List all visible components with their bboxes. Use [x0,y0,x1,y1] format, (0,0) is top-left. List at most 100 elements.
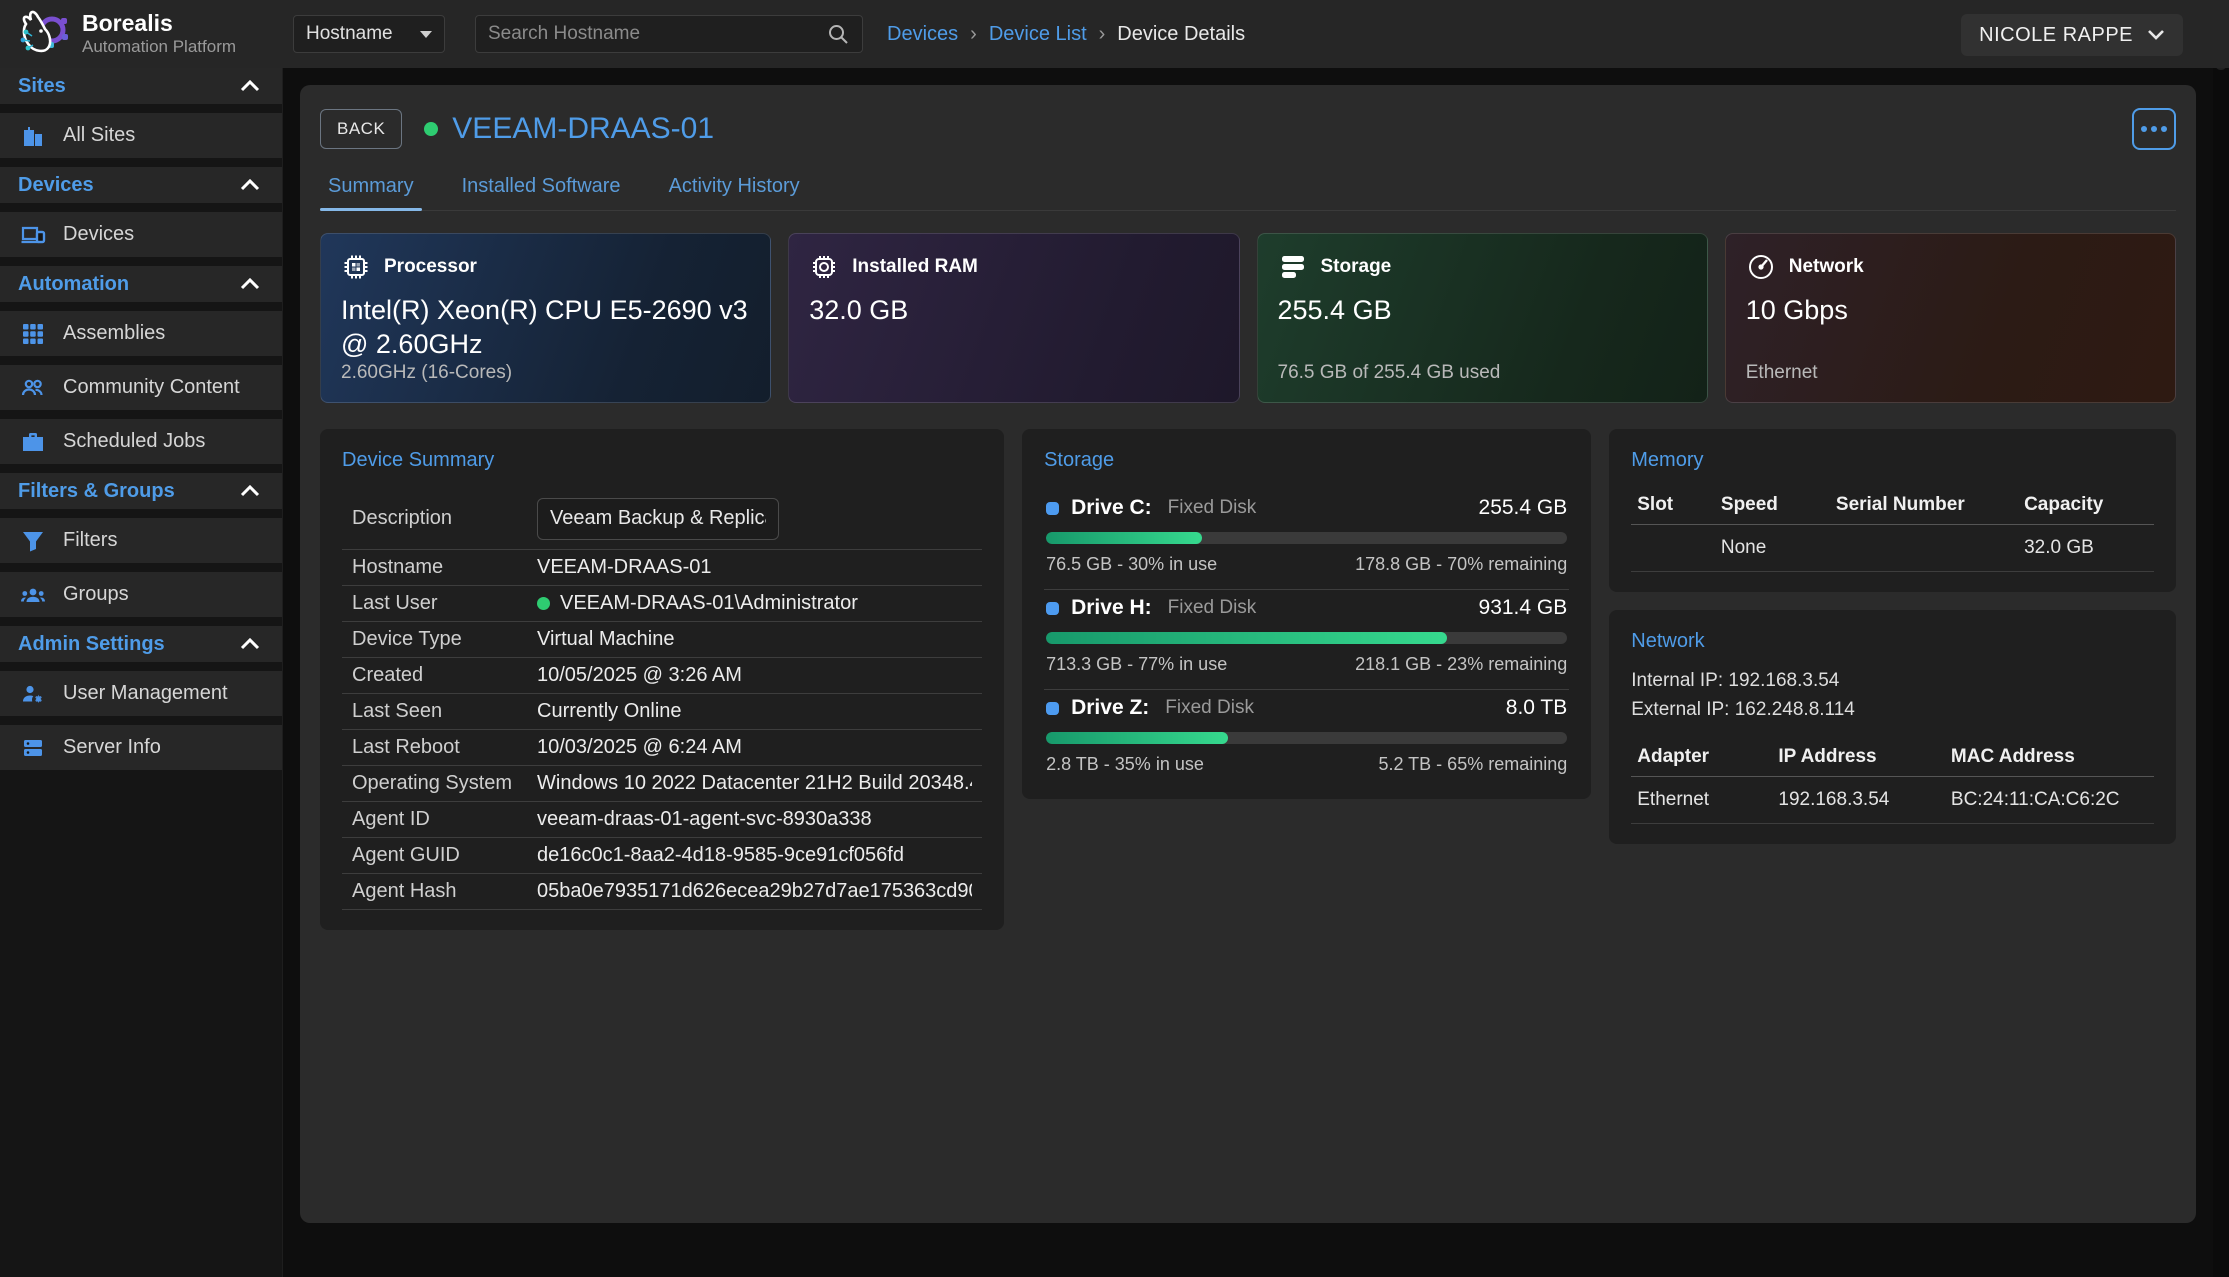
sidebar-item-label: Devices [63,223,135,245]
sidebar-section-automation[interactable]: Automation [0,266,282,302]
row-value: VEEAM-DRAAS-01\Administrator [537,592,972,615]
row-label: Agent GUID [352,844,460,866]
sidebar-item-label: Groups [63,583,129,605]
sidebar-item-label: Filters [63,529,118,551]
sidebar-item-server-info[interactable]: Server Info [0,725,282,770]
tab-installed-software[interactable]: Installed Software [461,175,621,197]
card-label: Storage [1320,256,1392,277]
search-field-dropdown[interactable]: Hostname [293,15,445,53]
drive-usage-fill [1046,632,1448,644]
brand-subtitle: Automation Platform [82,36,237,56]
brand-title: Borealis [82,10,173,37]
storage-stack-icon [1278,252,1308,282]
row-value: VEEAM-DRAAS-01 [537,556,712,578]
sidebar-item-scheduled-jobs[interactable]: Scheduled Jobs [0,419,282,464]
drive-usage-fill [1046,732,1229,744]
chevron-down-icon [420,30,432,38]
drive-used-text: 76.5 GB - 30% in use [1046,554,1218,574]
row-label: Hostname [352,556,444,578]
breadcrumb-separator: › [1098,22,1106,45]
sidebar-item-user-management[interactable]: User Management [0,671,282,716]
row-label: Device Type [352,628,462,650]
sidebar-section-label: Automation [18,272,130,295]
summary-row-agent-id: Agent ID veeam-draas-01-agent-svc-8930a3… [342,802,983,838]
device-summary-title: Device Summary [342,449,495,471]
memory-capacity-value: 32.0 GB [2018,524,2155,572]
drive-usage-bar [1046,632,1568,644]
internal-ip: Internal IP: 192.168.3.54 [1631,670,1840,691]
building-icon [20,123,46,149]
chevron-up-icon [240,179,260,191]
more-actions-button[interactable] [2132,108,2176,150]
summary-row-last-reboot: Last Reboot 10/03/2025 @ 6:24 AM [342,730,983,766]
drive-remaining-text: 178.8 GB - 70% remaining [1355,554,1568,574]
network-col-mac: MAC Address [1944,738,2155,777]
drive-name: Drive C: [1071,496,1152,519]
memory-col-speed: Speed [1714,486,1830,525]
sidebar-section-filters-groups[interactable]: Filters & Groups [0,473,282,509]
ram-chip-icon [809,252,839,282]
drive-used-text: 2.8 TB - 35% in use [1046,754,1204,774]
search-box [475,15,863,53]
search-field-dropdown-value: Hostname [306,23,393,44]
page-header: BACK VEEAM-DRAAS-01 [320,105,2176,153]
sidebar-item-all-sites[interactable]: All Sites [0,113,282,158]
sidebar-item-label: User Management [63,682,228,704]
filter-funnel-icon [20,528,46,554]
sidebar-section-sites[interactable]: Sites [0,68,282,104]
drive-row-h: Drive H: Fixed Disk 931.4 GB 713.3 GB - … [1044,590,1570,690]
sidebar-section-admin-settings[interactable]: Admin Settings [0,626,282,662]
chevron-down-icon [2147,29,2165,41]
topbar: Borealis Automation Platform Hostname De… [0,0,2229,68]
memory-panel-title: Memory [1631,449,1704,471]
sidebar-item-assemblies[interactable]: Assemblies [0,311,282,356]
memory-speed-value: None [1714,524,1830,572]
groups-icon [20,582,46,608]
drive-usage-bar [1046,532,1568,544]
breadcrumb-device-list[interactable]: Device List [988,22,1087,45]
user-menu[interactable]: NICOLE RAPPE [1961,14,2183,56]
row-label: Description [352,507,453,529]
sidebar-section-devices[interactable]: Devices [0,167,282,203]
summary-row-device-type: Device Type Virtual Machine [342,622,983,658]
chevron-up-icon [240,485,260,497]
tab-activity-history[interactable]: Activity History [668,175,800,197]
memory-panel: Memory Slot Speed Serial Number Capacity [1609,429,2177,592]
back-button[interactable]: BACK [320,109,403,149]
sidebar-item-community-content[interactable]: Community Content [0,365,282,410]
breadcrumb: Devices › Device List › Device Details [887,23,1245,46]
page-title: VEEAM-DRAAS-01 [452,112,715,145]
brand: Borealis Automation Platform [0,0,283,68]
sidebar-item-filters[interactable]: Filters [0,518,282,563]
tab-bar: Summary Installed Software Activity Hist… [320,167,2176,211]
row-label: Last Seen [352,700,443,722]
drive-name: Drive H: [1071,596,1152,619]
row-value: 10/03/2025 @ 6:24 AM [537,736,742,758]
community-people-icon [20,375,46,401]
tab-summary[interactable]: Summary [320,167,422,211]
storage-panel-title: Storage [1044,449,1115,471]
stat-cards: Processor Intel(R) Xeon(R) CPU E5-2690 v… [320,233,2176,403]
breadcrumb-devices[interactable]: Devices [887,22,959,45]
search-input[interactable] [488,23,826,45]
memory-row: None 32.0 GB [1631,524,2155,572]
network-panel-title: Network [1631,630,1705,652]
sidebar-item-groups[interactable]: Groups [0,572,282,617]
sidebar-item-label: Server Info [63,736,161,758]
row-value: de16c0c1-8aa2-4d18-9585-9ce91cf056fd [537,844,904,866]
network-value: 10 Gbps [1745,295,1848,325]
memory-col-serial: Serial Number [1829,486,2019,525]
summary-row-agent-hash: Agent Hash 05ba0e7935171d626ecea29b27d7a… [342,874,983,910]
drive-remaining-text: 218.1 GB - 23% remaining [1355,654,1568,674]
description-input[interactable] [537,497,779,540]
memory-col-capacity: Capacity [2018,486,2155,525]
cpu-icon [341,252,371,282]
memory-table: Slot Speed Serial Number Capacity None [1631,486,2155,572]
drive-used-text: 713.3 GB - 77% in use [1046,654,1228,674]
chevron-up-icon [240,638,260,650]
device-summary-panel: Device Summary Description Hostname VEEA… [320,429,1005,930]
sidebar-item-devices[interactable]: Devices [0,212,282,257]
network-panel: Network Internal IP: 192.168.3.54 Extern… [1609,610,2177,844]
drive-size: 255.4 GB [1478,496,1568,519]
